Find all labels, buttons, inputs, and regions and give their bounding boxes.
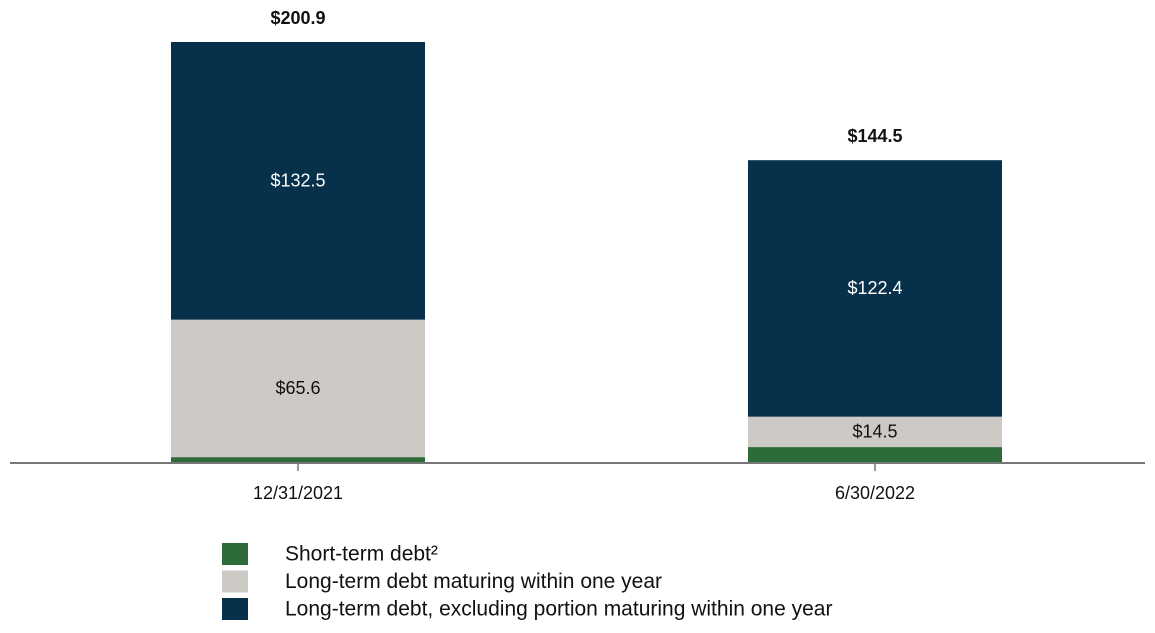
bar-segment — [171, 457, 425, 463]
bar-segment — [748, 416, 1002, 448]
legend-label: Short-term debt² — [285, 543, 438, 566]
value-label: $132.5 — [270, 171, 325, 191]
bar-segment — [171, 42, 425, 320]
legend-swatch — [222, 543, 248, 565]
x-tick-label: 12/31/2021 — [253, 483, 343, 503]
legend-label: Long-term debt, excluding portion maturi… — [285, 598, 832, 621]
total-label: $144.5 — [847, 126, 902, 146]
bar-segment — [748, 160, 1002, 417]
value-label: $65.6 — [275, 378, 320, 398]
legend-label: Long-term debt maturing within one year — [285, 570, 662, 593]
legend-swatch — [222, 570, 248, 593]
bar-segment — [171, 319, 425, 458]
legend-swatch — [222, 598, 248, 620]
value-label: $122.4 — [847, 278, 902, 298]
value-label: $14.5 — [852, 422, 897, 442]
total-label: $200.9 — [270, 8, 325, 28]
x-tick-label: 6/30/2022 — [835, 483, 915, 503]
bar-segment — [748, 447, 1002, 463]
